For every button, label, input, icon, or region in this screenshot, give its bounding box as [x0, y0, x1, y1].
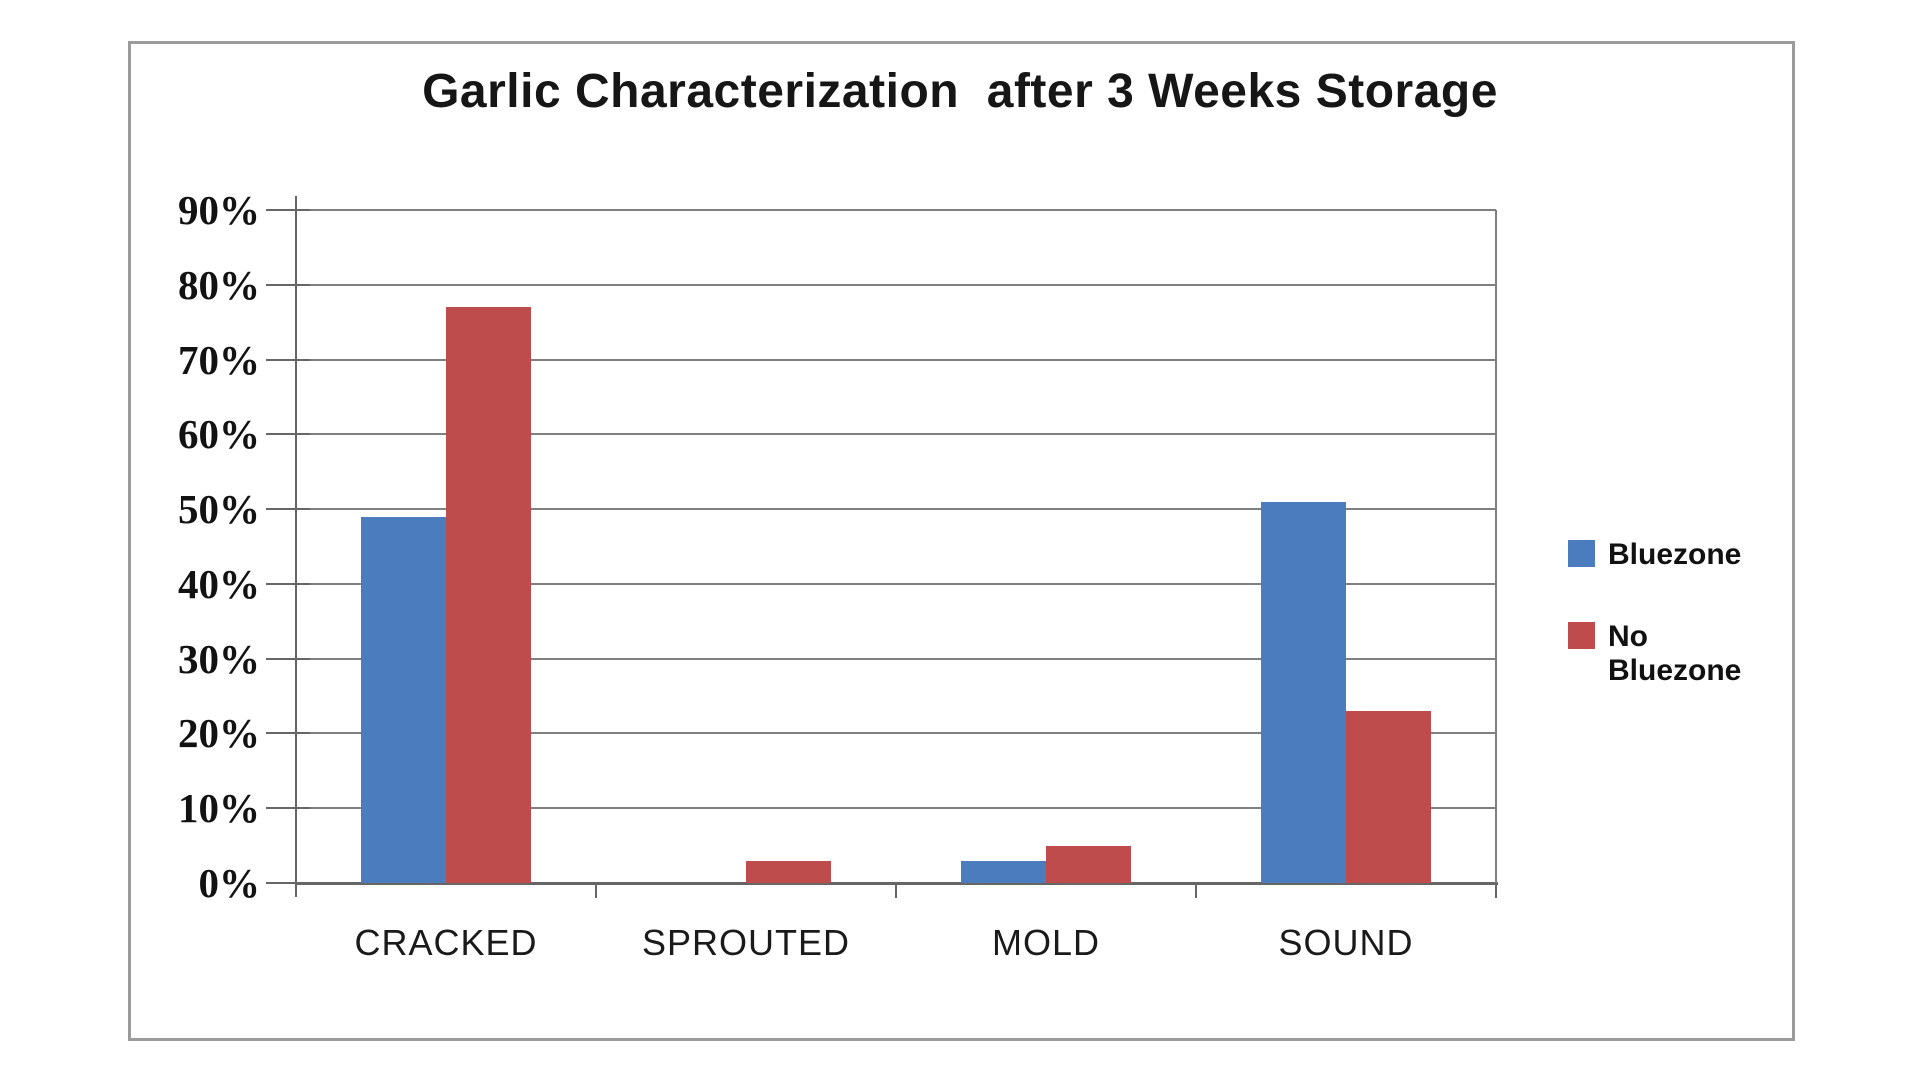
bar-no-bluezone-cracked: [446, 307, 531, 883]
y-axis-tick: [266, 807, 310, 810]
legend-swatch-no-bluezone: [1568, 622, 1595, 649]
bar-bluezone-mold: [961, 861, 1046, 883]
bar-no-bluezone-sound: [1346, 711, 1431, 883]
bar-no-bluezone-mold: [1046, 846, 1131, 883]
legend-label-bluezone: Bluezone: [1608, 538, 1742, 571]
gridline: [296, 358, 1496, 361]
y-axis-tick: [266, 882, 310, 884]
gridline: [296, 283, 1496, 286]
category-label: CRACKED: [354, 922, 538, 963]
plot-right-border: [1495, 210, 1497, 883]
x-axis-tick: [1195, 883, 1197, 898]
gridline: [296, 807, 1496, 810]
y-axis-label: 40%: [178, 560, 260, 607]
legend-label-no-bluezone: No Bluezone: [1608, 620, 1742, 687]
y-axis-label: 50%: [178, 486, 260, 533]
y-axis-label: 60%: [178, 411, 260, 458]
legend-item-bluezone: Bluezone: [1568, 538, 1758, 572]
y-axis-label: 10%: [178, 785, 260, 832]
y-axis-tick: [266, 283, 310, 286]
x-axis-tick: [595, 883, 597, 898]
bar-bluezone-cracked: [361, 517, 446, 883]
gridline: [296, 508, 1496, 511]
legend-swatch-bluezone: [1568, 540, 1595, 567]
y-axis-line: [295, 196, 297, 897]
category-label: SOUND: [1278, 922, 1414, 963]
y-axis-tick: [266, 582, 310, 585]
y-axis-tick: [266, 433, 310, 436]
y-axis-label: 90%: [178, 187, 260, 233]
bar-no-bluezone-sprouted: [746, 861, 831, 883]
y-axis-label: 70%: [178, 336, 260, 383]
y-axis-label: 80%: [178, 261, 260, 308]
gridline: [296, 582, 1496, 585]
y-axis-tick: [266, 358, 310, 361]
gridline: [296, 657, 1496, 660]
gridline: [296, 732, 1496, 735]
y-axis-tick: [266, 508, 310, 511]
y-axis-tick: [266, 732, 310, 735]
category-label: SPROUTED: [641, 922, 851, 963]
y-axis-label: 30%: [178, 635, 260, 682]
y-axis-tick: [266, 209, 310, 211]
x-axis-line: [296, 882, 1498, 885]
x-axis-tick: [1495, 883, 1497, 898]
chart-title: Garlic Characterization after 3 Weeks St…: [422, 65, 1498, 118]
y-axis-label: 20%: [178, 710, 260, 757]
legend-item-no-bluezone: No Bluezone: [1568, 620, 1758, 688]
y-axis-label: 0%: [198, 860, 261, 906]
gridline: [296, 209, 1496, 211]
bar-bluezone-sound: [1261, 502, 1346, 883]
category-label: MOLD: [991, 922, 1100, 963]
y-axis-tick: [266, 657, 310, 660]
x-axis-tick: [895, 883, 897, 898]
gridline: [296, 433, 1496, 436]
